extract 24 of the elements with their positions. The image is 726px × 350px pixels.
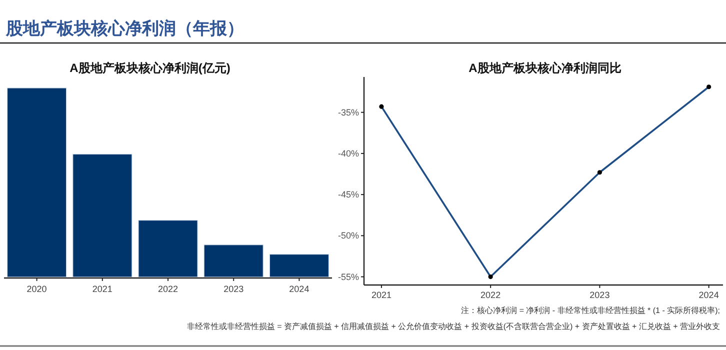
- x-tick-label: 2023: [224, 284, 244, 294]
- chart-title: A股地产板块核心净利润同比: [468, 61, 622, 75]
- bar: [72, 154, 132, 278]
- x-tick-label: 2021: [92, 284, 112, 294]
- bar: [138, 220, 198, 278]
- x-tick-label: 2020: [26, 284, 47, 294]
- bar: [6, 88, 67, 278]
- x-tick-label: 2024: [698, 290, 719, 300]
- y-tick-label: -55%: [338, 272, 359, 282]
- x-tick-label: 2021: [371, 290, 392, 300]
- text: 注：核心净利润 = 净利润 - 非经常性或非经营性损益 * (1 - 实际所得税率);: [461, 306, 720, 315]
- y-tick-label: -50%: [338, 230, 359, 241]
- chart-title: A股地产板块核心净利润(亿元): [70, 61, 230, 75]
- bar: [269, 254, 330, 278]
- text: 非经常性或非经营性损益 = 资产减值损益 + 信用减值损益 + 公允价值变动收益 + 投资收益(不含联营合营企业) + 资产处置收益 + 汇兑收益 + 营业外收支: [186, 322, 720, 331]
- y-tick-label: -35%: [338, 107, 359, 118]
- text: 股地产板块核心净利润（年报）: [5, 19, 244, 38]
- x-tick-label: 2022: [480, 290, 501, 300]
- x-tick-label: 2024: [289, 284, 310, 294]
- y-tick-label: -40%: [338, 148, 359, 158]
- bar: [204, 244, 264, 278]
- y-tick-label: -45%: [338, 190, 359, 200]
- x-tick-label: 2022: [158, 284, 178, 294]
- x-tick-label: 2023: [590, 290, 610, 300]
